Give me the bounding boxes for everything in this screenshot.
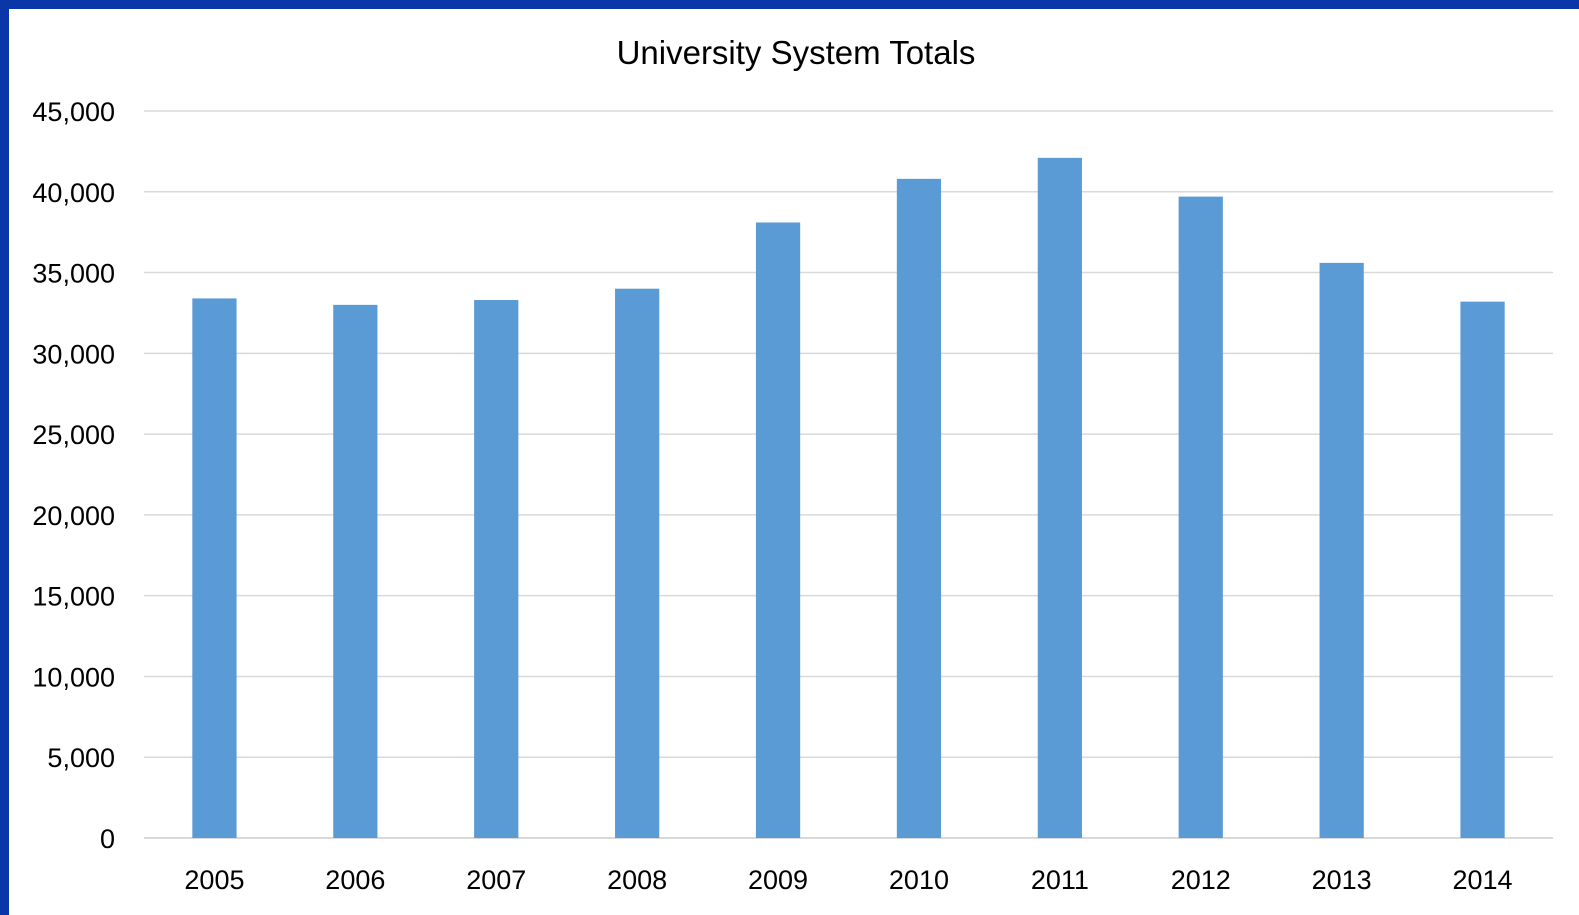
y-axis-ticks: 0 5,000 10,000 15,000 20,000 25,000 30,000 35,0… [32, 97, 115, 854]
y-tick-label: 0 [100, 824, 115, 854]
x-tick-label: 2006 [325, 865, 385, 895]
bar-2006 [333, 304, 378, 838]
bar-2012 [1178, 196, 1223, 838]
y-tick-label: 10,000 [32, 662, 115, 692]
chart-title: University System Totals [617, 34, 976, 71]
y-tick-label: 15,000 [32, 582, 115, 612]
x-tick-label: 2013 [1312, 865, 1372, 895]
bars [192, 157, 1505, 839]
y-tick-label: 35,000 [32, 259, 115, 289]
x-tick-label: 2014 [1453, 865, 1513, 895]
bar-2008 [615, 288, 660, 838]
x-tick-label: 2010 [889, 865, 949, 895]
gridlines [144, 110, 1553, 839]
y-tick-label: 45,000 [32, 97, 115, 127]
y-tick-label: 5,000 [47, 743, 115, 773]
y-tick-label: 25,000 [32, 420, 115, 450]
y-tick-label: 30,000 [32, 339, 115, 369]
x-tick-label: 2009 [748, 865, 808, 895]
bar-2005 [192, 298, 237, 839]
x-tick-label: 2011 [1031, 865, 1089, 895]
x-tick-label: 2005 [184, 865, 244, 895]
bar-2014 [1460, 301, 1505, 838]
y-tick-label: 20,000 [32, 501, 115, 531]
bar-2007 [474, 300, 519, 838]
x-tick-label: 2007 [466, 865, 526, 895]
bar-2013 [1319, 262, 1364, 839]
bar-2011 [1037, 157, 1082, 839]
x-tick-label: 2008 [607, 865, 667, 895]
y-tick-label: 40,000 [32, 178, 115, 208]
x-axis-ticks: 2005 2006 2007 2008 2009 2010 2011 2012 2013 2014 [184, 865, 1512, 895]
bar-2010 [896, 178, 942, 838]
x-tick-label: 2012 [1171, 865, 1231, 895]
bar-2009 [755, 222, 801, 838]
